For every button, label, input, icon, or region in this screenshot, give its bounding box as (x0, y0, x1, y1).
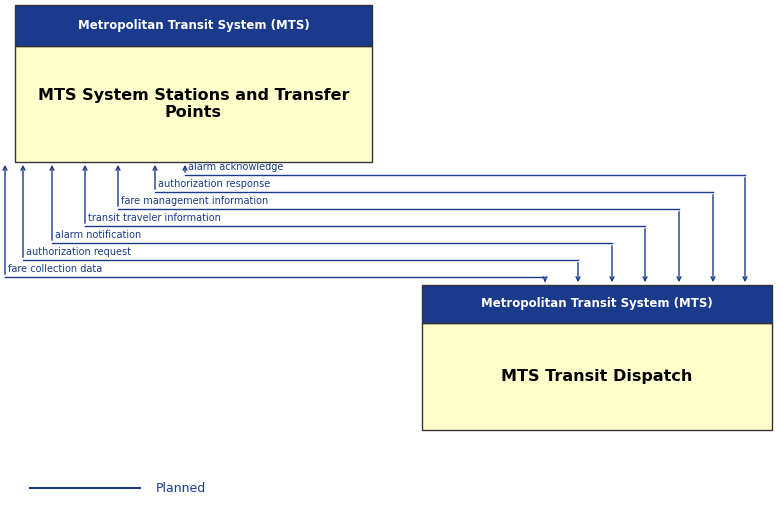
Text: Planned: Planned (156, 482, 206, 495)
Bar (15, 5, 372, 46)
Text: alarm acknowledge: alarm acknowledge (188, 162, 283, 172)
Text: authorization request: authorization request (26, 247, 131, 257)
Bar (422, 323, 772, 430)
Text: alarm notification: alarm notification (55, 230, 142, 240)
Text: transit traveler information: transit traveler information (88, 213, 221, 223)
Text: Metropolitan Transit System (MTS): Metropolitan Transit System (MTS) (481, 297, 713, 310)
Bar (422, 285, 772, 323)
Text: MTS System Stations and Transfer
Points: MTS System Stations and Transfer Points (38, 88, 349, 120)
Text: Metropolitan Transit System (MTS): Metropolitan Transit System (MTS) (78, 19, 309, 32)
Text: fare collection data: fare collection data (8, 264, 103, 274)
Text: fare management information: fare management information (121, 196, 269, 206)
Text: MTS Transit Dispatch: MTS Transit Dispatch (501, 369, 693, 384)
Bar (15, 46, 372, 162)
Text: authorization response: authorization response (158, 179, 270, 189)
